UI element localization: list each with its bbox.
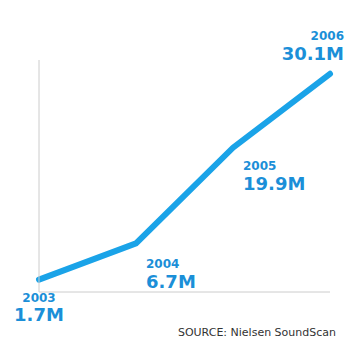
- svg-text:1.7M: 1.7M: [14, 304, 64, 325]
- svg-text:30.1M: 30.1M: [282, 43, 344, 64]
- svg-text:2006: 2006: [311, 29, 344, 43]
- html-text:SOURCE: Nielsen SoundScan: SOURCE: Nielsen SoundScan: [177, 326, 336, 339]
- svg-text:19.9M: 19.9M: [243, 173, 305, 194]
- svg-text:2003: 2003: [22, 291, 55, 305]
- svg-text:2005: 2005: [243, 159, 276, 173]
- svg-text:6.7M: 6.7M: [146, 271, 196, 292]
- svg-text:2004: 2004: [146, 257, 179, 271]
